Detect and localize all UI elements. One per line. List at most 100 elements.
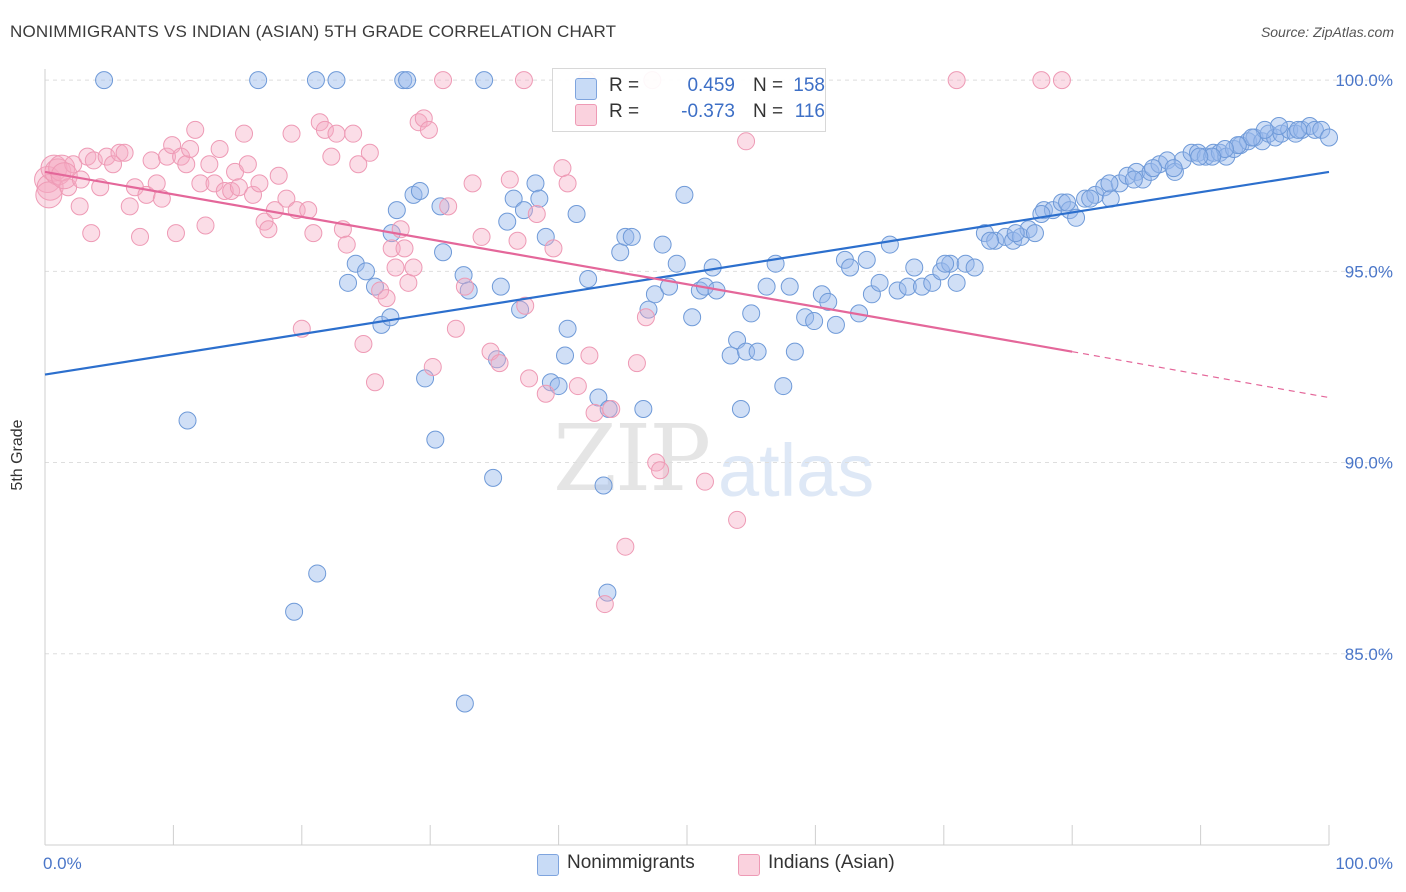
data-point-nonimmigrants (742, 304, 761, 323)
correlation-legend: R = 0.459 N = 158 R = -0.373 N = 116 (552, 68, 826, 132)
data-point-indians (277, 189, 296, 208)
data-point-nonimmigrants (905, 258, 924, 277)
legend-n-label: N = (753, 101, 784, 122)
data-point-nonimmigrants (774, 377, 793, 396)
data-point-indians (616, 537, 635, 556)
legend-swatch-indians (575, 104, 597, 126)
data-point-nonimmigrants (306, 71, 325, 90)
data-point-nonimmigrants (780, 277, 799, 296)
y-tick-label: 100.0% (1335, 71, 1393, 90)
data-point-indians (536, 384, 555, 403)
data-point-nonimmigrants (653, 235, 672, 254)
data-point-nonimmigrants (1032, 204, 1051, 223)
legend-swatch-indians (738, 854, 760, 876)
data-point-nonimmigrants (285, 602, 304, 621)
data-point-nonimmigrants (841, 258, 860, 277)
data-point-indians (210, 139, 229, 158)
data-point-indians (516, 296, 535, 315)
data-point-nonimmigrants (1006, 224, 1025, 243)
data-point-nonimmigrants (731, 400, 750, 419)
data-point-indians (337, 235, 356, 254)
data-point-indians (553, 159, 572, 178)
data-point-indians (636, 308, 655, 327)
data-point-indians (215, 182, 234, 201)
data-point-nonimmigrants (675, 185, 694, 204)
data-point-indians (737, 132, 756, 151)
data-point-nonimmigrants (431, 197, 450, 216)
data-point-indians (455, 277, 474, 296)
data-point-nonimmigrants (748, 342, 767, 361)
data-point-nonimmigrants (398, 71, 417, 90)
data-point-nonimmigrants (1312, 120, 1331, 139)
legend-r-label: R = (609, 101, 640, 122)
data-point-indians (229, 178, 248, 197)
data-point-nonimmigrants (1100, 174, 1119, 193)
axes (44, 69, 1330, 846)
data-point-indians (166, 224, 185, 243)
data-point-nonimmigrants (327, 71, 346, 90)
data-point-nonimmigrants (936, 254, 955, 273)
data-point-nonimmigrants (1081, 189, 1100, 208)
data-point-nonimmigrants (683, 308, 702, 327)
legend-label-nonimmigrants: Nonimmigrants (567, 852, 695, 873)
data-point-indians (399, 273, 418, 292)
data-point-indians (544, 239, 563, 258)
data-point-nonimmigrants (819, 292, 838, 311)
data-point-indians (64, 155, 83, 174)
data-point-nonimmigrants (898, 277, 917, 296)
tick-labels: 85.0% 90.0% 95.0% 100.0% 0.0% 100.0% (43, 71, 1393, 873)
data-point-indians (508, 231, 527, 250)
data-point-indians (386, 258, 405, 277)
data-point-indians (520, 369, 539, 388)
series-nonimmigrants (95, 71, 1338, 713)
data-point-nonimmigrants (1203, 147, 1222, 166)
data-point-indians (115, 143, 134, 162)
x-tick-label: 0.0% (43, 854, 82, 873)
data-point-indians (500, 170, 519, 189)
legend-n-label: N = (753, 75, 784, 96)
data-point-indians (434, 71, 453, 90)
data-point-nonimmigrants (857, 250, 876, 269)
data-point-nonimmigrants (645, 285, 664, 304)
data-point-nonimmigrants (567, 204, 586, 223)
data-point-nonimmigrants (339, 273, 358, 292)
data-point-nonimmigrants (598, 583, 617, 602)
data-point-indians (238, 155, 257, 174)
watermark-zip: ZIP (553, 405, 711, 512)
data-point-indians (419, 120, 438, 139)
data-point-indians (585, 403, 604, 422)
data-point-nonimmigrants (986, 231, 1005, 250)
data-point-indians (947, 71, 966, 90)
data-point-nonimmigrants (1289, 120, 1308, 139)
y-tick-label: 90.0% (1345, 454, 1393, 473)
legend-r-label: R = (609, 75, 640, 96)
data-point-indians (439, 197, 458, 216)
data-point-indians (695, 472, 714, 491)
series-indians-asian (34, 71, 1071, 614)
data-point-nonimmigrants (455, 694, 474, 713)
data-point-indians (365, 373, 384, 392)
data-point-nonimmigrants (1164, 159, 1183, 178)
data-point-nonimmigrants (616, 227, 635, 246)
data-point-nonimmigrants (634, 400, 653, 419)
legend-r-value: 0.459 (687, 75, 735, 96)
data-point-nonimmigrants (1025, 224, 1044, 243)
data-point-indians (558, 174, 577, 193)
data-point-nonimmigrants (475, 71, 494, 90)
data-point-nonimmigrants (504, 189, 523, 208)
data-point-indians (181, 139, 200, 158)
legend-n-value: 158 (793, 75, 825, 96)
data-point-nonimmigrants (394, 71, 413, 90)
trend-line-indians-extension (1072, 351, 1330, 399)
data-point-nonimmigrants (357, 262, 375, 281)
data-point-nonimmigrants (498, 212, 517, 231)
data-point-indians (360, 143, 379, 162)
data-point-indians (110, 143, 129, 162)
data-point-nonimmigrants (491, 277, 510, 296)
data-point-nonimmigrants (556, 346, 575, 365)
legend-n-value: 116 (794, 101, 825, 122)
data-point-indians (527, 204, 546, 223)
data-point-nonimmigrants (381, 308, 400, 327)
data-point-nonimmigrants (1058, 193, 1077, 212)
data-point-nonimmigrants (1190, 147, 1209, 166)
